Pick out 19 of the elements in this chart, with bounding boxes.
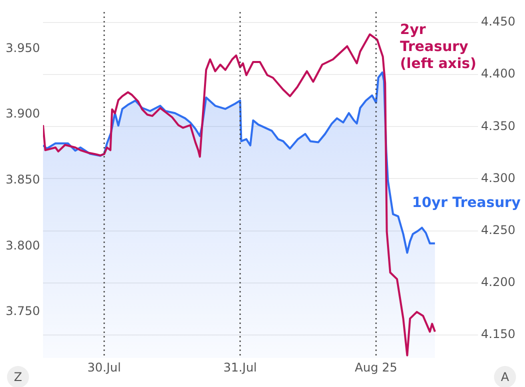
y-tick-label: 3.850 — [6, 172, 40, 187]
y2-tick-label: 4.450 — [481, 14, 516, 29]
y2-tick-label: 4.400 — [481, 66, 516, 81]
series-label: 2yr Treasury (left axis) — [400, 22, 478, 73]
y-tick-label: 3.950 — [6, 40, 40, 55]
round-button: Z — [7, 366, 29, 387]
y-tick-label: 3.800 — [6, 238, 40, 252]
y2-tick-label: 4.350 — [481, 118, 516, 133]
y2-tick-label: 4.200 — [481, 275, 516, 290]
y2-tick-label: 4.150 — [481, 327, 516, 342]
series-label: 10yr Treasury — [412, 195, 522, 212]
x-tick-label: 30.Jul — [87, 360, 121, 374]
y2-tick-label: 4.250 — [481, 222, 516, 237]
y2-tick-label: 4.300 — [481, 170, 516, 185]
x-tick-label: 31.Jul — [223, 360, 257, 374]
round-button: A — [494, 366, 516, 387]
y-tick-label: 3.900 — [6, 106, 40, 121]
y-tick-label: 3.750 — [6, 304, 40, 318]
x-tick-label: Aug 25 — [354, 360, 398, 374]
